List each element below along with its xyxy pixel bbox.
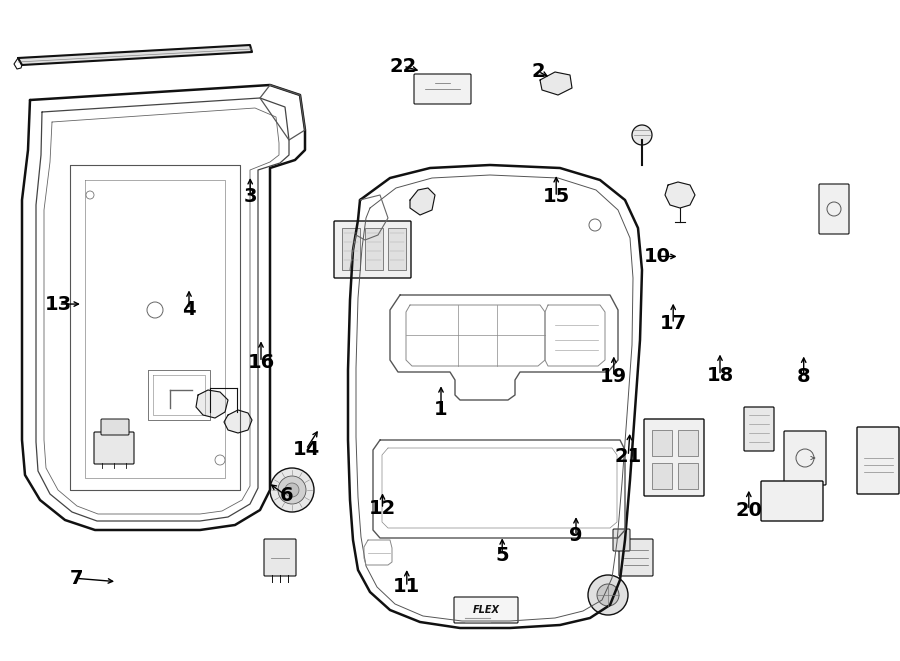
- Bar: [652, 463, 672, 489]
- Text: 13: 13: [45, 295, 72, 313]
- Text: 18: 18: [706, 366, 733, 385]
- Text: 22: 22: [390, 57, 417, 75]
- Circle shape: [285, 483, 299, 497]
- Text: 3: 3: [243, 188, 257, 206]
- FancyBboxPatch shape: [414, 74, 471, 104]
- Text: 16: 16: [248, 353, 274, 371]
- Text: 1: 1: [434, 401, 448, 419]
- Polygon shape: [196, 390, 228, 418]
- Bar: [678, 430, 698, 456]
- FancyBboxPatch shape: [619, 539, 653, 576]
- Text: 5: 5: [495, 546, 509, 564]
- FancyBboxPatch shape: [454, 597, 518, 623]
- Circle shape: [632, 125, 652, 145]
- Circle shape: [588, 575, 628, 615]
- Bar: [342, 228, 360, 270]
- Circle shape: [597, 584, 619, 606]
- FancyBboxPatch shape: [94, 432, 134, 464]
- FancyBboxPatch shape: [334, 221, 411, 278]
- FancyBboxPatch shape: [819, 184, 849, 234]
- Text: FLEX: FLEX: [472, 605, 500, 615]
- FancyBboxPatch shape: [264, 539, 296, 576]
- FancyBboxPatch shape: [644, 419, 704, 496]
- Bar: [388, 228, 406, 270]
- Text: 12: 12: [369, 500, 396, 518]
- FancyBboxPatch shape: [784, 431, 826, 485]
- Text: 17: 17: [660, 315, 687, 333]
- Text: 9: 9: [569, 526, 583, 545]
- Text: 20: 20: [735, 501, 762, 520]
- Circle shape: [278, 476, 306, 504]
- Text: 19: 19: [600, 368, 627, 386]
- FancyBboxPatch shape: [857, 427, 899, 494]
- Text: 6: 6: [279, 486, 293, 505]
- Text: 2: 2: [531, 62, 545, 81]
- Text: 8: 8: [796, 368, 811, 386]
- Text: 14: 14: [292, 440, 320, 459]
- Text: 11: 11: [393, 578, 420, 596]
- Bar: [652, 430, 672, 456]
- Text: 15: 15: [543, 188, 570, 206]
- Text: 10: 10: [644, 247, 670, 266]
- FancyBboxPatch shape: [761, 481, 823, 521]
- Bar: [678, 463, 698, 489]
- FancyBboxPatch shape: [613, 529, 630, 551]
- FancyBboxPatch shape: [744, 407, 774, 451]
- Text: 7: 7: [70, 569, 83, 588]
- Bar: [365, 228, 383, 270]
- FancyBboxPatch shape: [101, 419, 129, 435]
- Circle shape: [270, 468, 314, 512]
- Polygon shape: [665, 182, 695, 208]
- Polygon shape: [540, 72, 572, 95]
- Text: 4: 4: [182, 300, 196, 319]
- Polygon shape: [224, 410, 252, 433]
- Polygon shape: [18, 45, 252, 65]
- Polygon shape: [410, 188, 435, 215]
- Text: 21: 21: [615, 447, 642, 465]
